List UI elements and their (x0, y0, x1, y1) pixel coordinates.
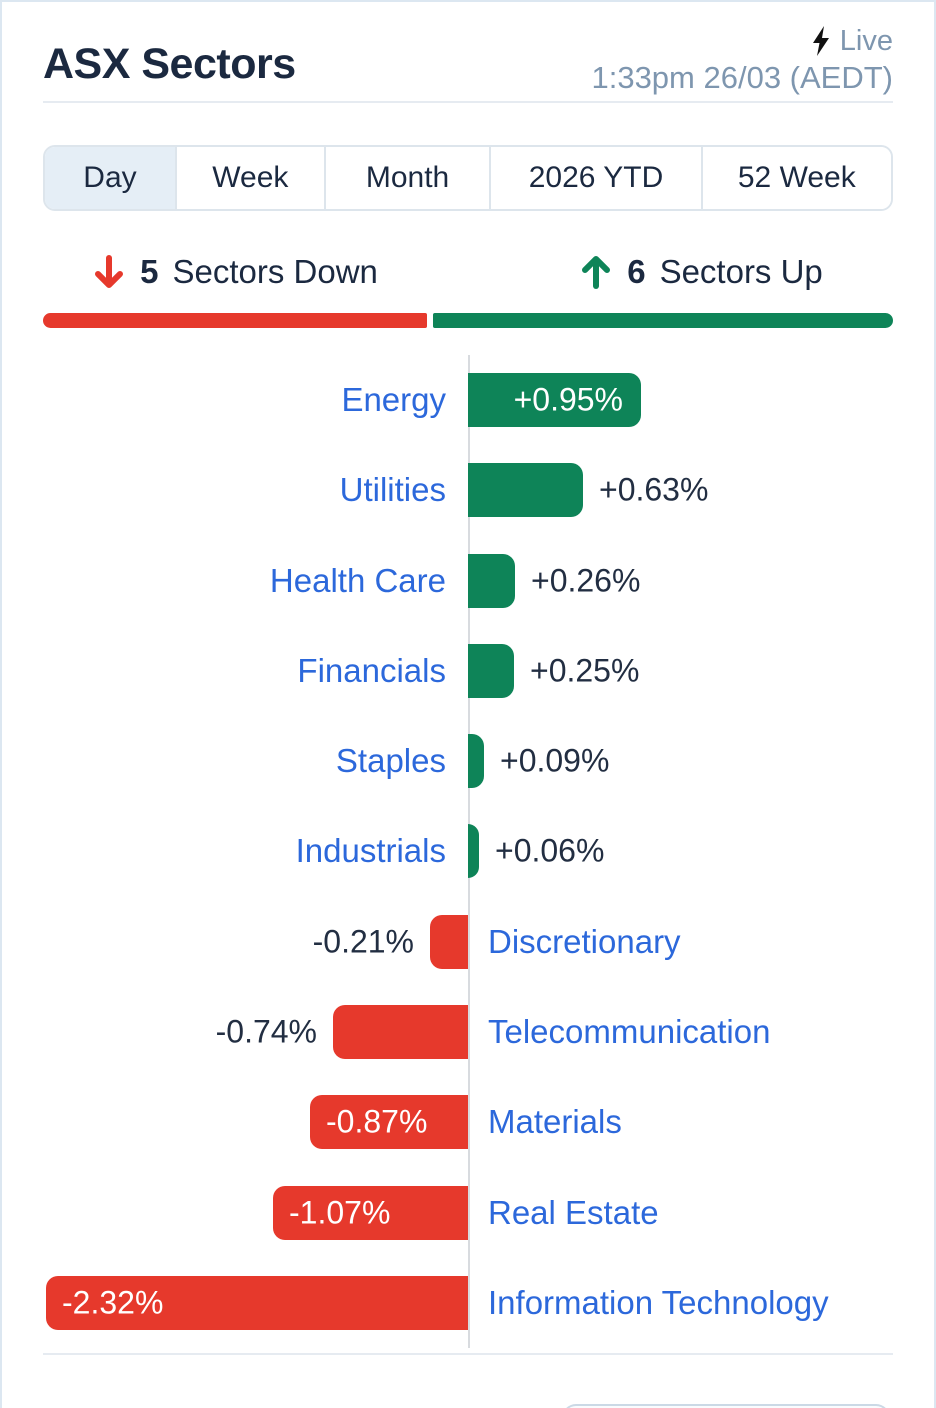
sector-label-telecommunication[interactable]: Telecommunication (488, 1013, 771, 1051)
sector-chart: Energy +0.95% Utilities +0.63% Health Care +0… (2, 355, 934, 1348)
chart-row-information-technology: Information Technology -2.32% (2, 1258, 934, 1348)
value-label-staples: +0.09% (500, 742, 610, 779)
bar-utilities (468, 463, 583, 518)
value-label-telecommunication: -0.74% (215, 1013, 317, 1050)
chart-row-materials: Materials -0.87% (2, 1077, 934, 1167)
chart-row-discretionary: Discretionary -0.21% (2, 897, 934, 987)
bar-energy (468, 373, 641, 428)
value-label-real-estate: -1.07% (289, 1194, 391, 1231)
value-label-health-care: +0.26% (531, 562, 641, 599)
sector-label-utilities[interactable]: Utilities (339, 471, 446, 509)
summary-row: 5 Sectors Down 6 Sectors Up (2, 247, 934, 297)
sector-label-industrials[interactable]: Industrials (295, 832, 446, 870)
live-label: Live (839, 25, 893, 57)
header-divider (43, 101, 893, 103)
sector-label-discretionary[interactable]: Discretionary (488, 922, 681, 960)
tab-day[interactable]: Day (45, 147, 177, 209)
cut-off-bottom-card[interactable] (562, 1404, 890, 1408)
chart-row-industrials: Industrials +0.06% (2, 806, 934, 896)
value-label-energy: +0.95% (513, 381, 623, 418)
arrow-down-icon (92, 250, 126, 294)
footer-divider (43, 1353, 893, 1355)
sector-label-materials[interactable]: Materials (488, 1103, 622, 1141)
timestamp: 1:33pm 26/03 (AEDT) (591, 60, 893, 95)
chart-row-energy: Energy +0.95% (2, 355, 934, 445)
value-label-industrials: +0.06% (495, 832, 605, 869)
up-label: Sectors Up (659, 253, 823, 290)
value-label-discretionary: -0.21% (312, 923, 414, 960)
bar-information-technology (46, 1275, 468, 1330)
up-count: 6 (627, 253, 646, 290)
chart-row-utilities: Utilities +0.63% (2, 445, 934, 535)
tab-month[interactable]: Month (325, 147, 492, 209)
tab-52-week[interactable]: 52 Week (702, 147, 891, 209)
breadth-bar-down-segment (43, 313, 427, 328)
tab-2026-ytd[interactable]: 2026 YTD (491, 147, 703, 209)
sector-label-health-care[interactable]: Health Care (269, 561, 446, 599)
sector-label-energy[interactable]: Energy (341, 381, 446, 419)
chart-row-financials: Financials +0.25% (2, 626, 934, 716)
bar-staples (468, 734, 484, 789)
sectors-up-summary: 6 Sectors Up (468, 247, 934, 297)
arrow-up-icon (579, 250, 613, 294)
value-label-materials: -0.87% (326, 1103, 428, 1140)
bar-discretionary (430, 914, 468, 969)
live-block: Live 1:33pm 26/03 (AEDT) (591, 24, 893, 98)
bar-real-estate (273, 1185, 468, 1240)
header: ASX Sectors Live 1:33pm 26/03 (AEDT) (2, 2, 934, 101)
lightning-bolt-icon (810, 26, 832, 56)
chart-row-health-care: Health Care +0.26% (2, 536, 934, 626)
chart-row-real-estate: Real Estate -1.07% (2, 1167, 934, 1257)
breadth-bar (43, 313, 893, 328)
breadth-bar-up-segment (432, 313, 893, 328)
sector-label-financials[interactable]: Financials (297, 651, 446, 689)
tab-week[interactable]: Week (176, 147, 326, 209)
value-label-financials: +0.25% (530, 652, 640, 689)
down-count: 5 (140, 253, 159, 290)
sectors-down-summary: 5 Sectors Down (2, 247, 468, 297)
bar-telecommunication (333, 1005, 468, 1060)
value-label-information-technology: -2.32% (62, 1284, 164, 1321)
bar-materials (310, 1095, 468, 1150)
chart-row-telecommunication: Telecommunication -0.74% (2, 987, 934, 1077)
bar-health-care (468, 553, 515, 608)
sector-label-real-estate[interactable]: Real Estate (488, 1193, 659, 1231)
bar-industrials (468, 824, 479, 879)
sector-label-information-technology[interactable]: Information Technology (488, 1283, 829, 1321)
tab-bar[interactable]: Day Week Month 2026 YTD 52 Week (43, 145, 893, 211)
value-label-utilities: +0.63% (599, 471, 709, 508)
sector-label-staples[interactable]: Staples (335, 742, 446, 780)
page-title: ASX Sectors (43, 40, 296, 88)
chart-row-staples: Staples +0.09% (2, 716, 934, 806)
down-label: Sectors Down (172, 253, 378, 290)
bar-financials (468, 643, 514, 698)
